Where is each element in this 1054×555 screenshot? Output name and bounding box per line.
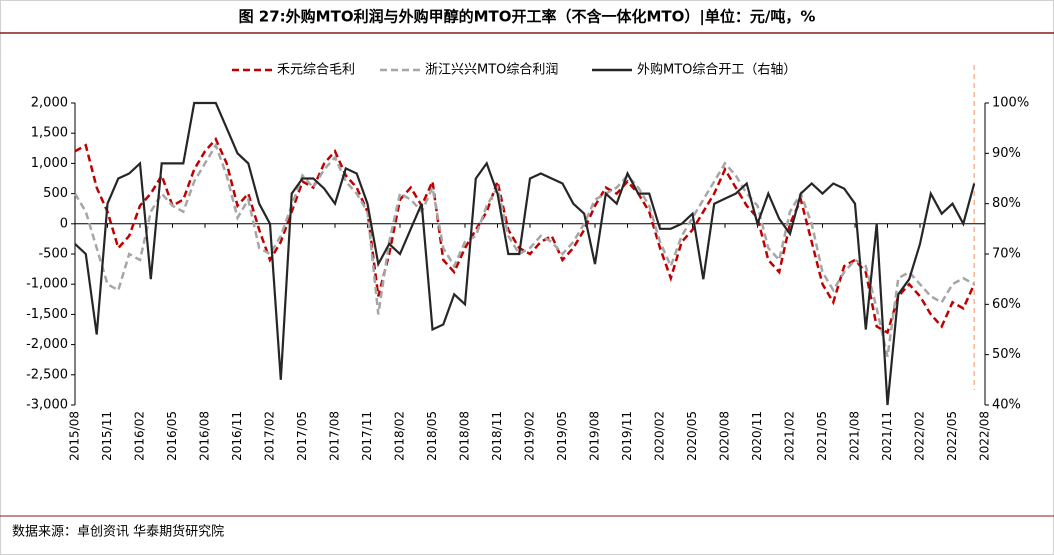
series-line [73,142,975,357]
x-tick-label: 2019/05 [555,411,569,461]
y-tick-label: -500 [38,247,68,262]
x-tick-label: 2018/02 [393,411,407,461]
x-tick-label: 2019/02 [523,411,537,461]
x-tick-label: 2022/02 [913,411,927,461]
x-tick-label: 2016/08 [198,411,212,461]
y-tick-label: 500 [43,186,68,201]
y-tick-label: 2,000 [31,96,68,111]
y-tick-label: -3,000 [26,398,68,413]
x-tick-label: 2020/11 [750,411,764,461]
y2-tick-label: 100% [992,96,1029,111]
x-tick-label: 2017/11 [360,411,374,461]
x-tick-label: 2022/08 [978,411,992,461]
x-tick-label: 2017/08 [328,411,342,461]
y2-tick-label: 40% [992,398,1021,413]
x-tick-label: 2018/11 [490,411,504,461]
y-tick-label: -2,000 [26,337,68,352]
x-tick-label: 2018/05 [425,411,439,461]
x-tick-label: 2022/05 [945,411,959,461]
y-tick-label: 1,000 [31,156,68,171]
x-tick-label: 2016/11 [230,411,244,461]
x-tick-label: 2015/11 [100,411,114,461]
x-tick-label: 2017/05 [295,411,309,461]
legend-label: 浙江兴兴MTO综合利润 [425,63,558,78]
x-tick-label: 2020/05 [685,411,699,461]
legend-label: 外购MTO综合开工（右轴） [637,62,796,78]
x-tick-label: 2021/05 [815,411,829,461]
x-tick-label: 2020/02 [653,411,667,461]
series-line [74,101,976,406]
series-line [74,136,976,335]
source: 数据来源：卓创资讯 华泰期货研究院 [12,524,224,540]
y-tick-label: -2,500 [26,367,68,382]
x-tick-label: 2019/11 [620,411,634,461]
x-tick-label: 2019/08 [588,411,602,461]
y2-tick-label: 70% [992,247,1021,262]
x-tick-label: 2021/11 [880,411,894,461]
x-tick-label: 2021/02 [783,411,797,461]
y-tick-label: -1,000 [26,277,68,292]
x-tick-label: 2020/08 [718,411,732,461]
x-tick-label: 2021/08 [848,411,862,461]
y-tick-label: 1,500 [31,126,68,141]
x-tick-label: 2015/08 [68,411,82,461]
y2-tick-label: 50% [992,347,1021,362]
x-tick-label: 2017/02 [263,411,277,461]
y2-tick-label: 60% [992,297,1021,312]
y-tick-label: -1,500 [26,307,68,322]
y2-tick-label: 90% [992,146,1021,161]
x-tick-label: 2018/08 [458,411,472,461]
y2-tick-label: 80% [992,196,1021,211]
x-tick-label: 2016/02 [133,411,147,461]
legend-label: 禾元综合毛利 [277,63,355,78]
x-tick-label: 2016/05 [165,411,179,461]
y-tick-label: 0 [60,216,68,231]
chart-title: 图 27:外购MTO利润与外购甲醇的MTO开工率（不含一体化MTO）|单位：元/… [239,8,816,27]
